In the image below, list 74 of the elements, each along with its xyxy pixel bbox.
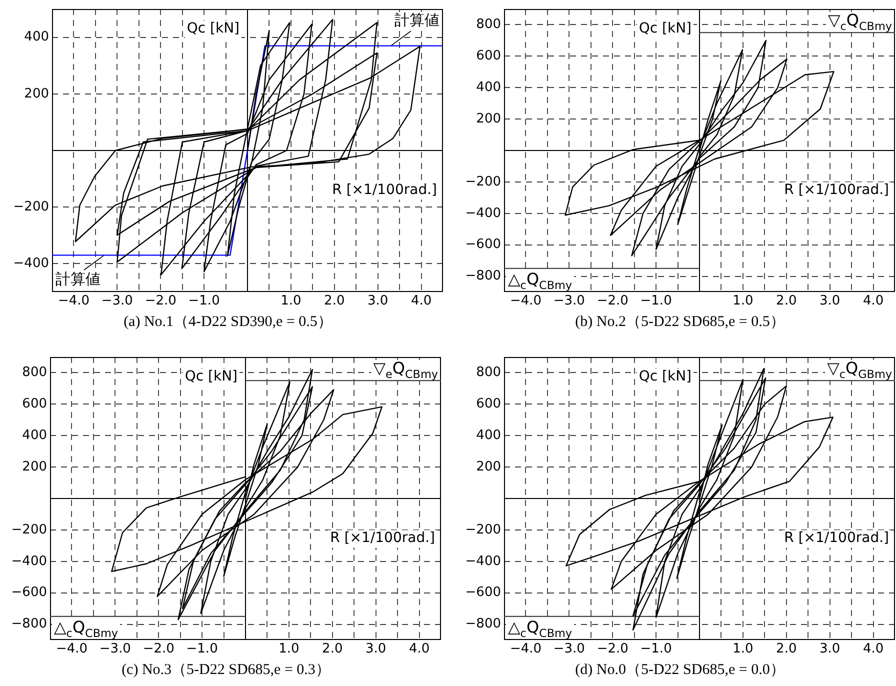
y-tick-label: 600 [22,396,48,412]
text: (b) No.2（5-D22 SD685,e = 0.5） [574,313,786,331]
x-tick-label: 1.0 [278,641,300,656]
x-axis-title: R [×1/100rad.] [784,530,890,546]
y-tick-label: 200 [22,459,48,474]
x-tick-label: 2.0 [776,293,797,308]
x-tick-label: 4.0 [862,293,884,308]
y-axis-title: Qc [kN] [638,20,692,37]
x-tick-label: 2.0 [322,641,343,656]
x-tick-label: 2.0 [776,641,797,656]
x-tick-label: 4.0 [862,641,884,656]
y-tick-label: −600 [11,585,48,600]
y-tick-label: 400 [476,428,502,443]
text: (c) No.3（5-D22 SD685,e = 0.3） [120,661,332,679]
x-tick-label: 3.0 [819,641,840,656]
x-tick-label: −2.0 [142,641,174,656]
y-tick-label: 400 [476,80,502,95]
y-tick-label: 200 [24,86,50,102]
y-tick-label: −800 [11,616,48,632]
x-axis-title: R [×1/100rad.] [330,530,436,546]
y-tick-label: −200 [465,522,502,538]
x-tick-label: −1.0 [640,293,672,308]
y-axis-title: Qc [kN] [184,368,238,385]
x-tick-label: 4.0 [408,641,430,656]
annotation: 計算値 [56,270,100,288]
x-tick-label: −1.0 [186,641,218,656]
x-tick-label: 3.0 [819,293,840,308]
x-tick-label: 1.0 [732,641,754,656]
x-tick-label: −1.0 [640,641,672,656]
y-tick-label: −800 [465,268,502,284]
y-tick-label: 200 [476,459,502,474]
x-axis-title: R [×1/100rad.] [784,182,890,198]
x-tick-label: −2.0 [596,641,628,656]
y-tick-label: 800 [476,17,502,32]
y-tick-label: −200 [11,522,48,538]
y-tick-label: 800 [22,365,48,380]
y-tick-label: −400 [465,206,502,221]
y-tick-label: −400 [465,554,502,569]
y-tick-label: −600 [465,585,502,600]
x-tick-label: 1.0 [280,293,302,308]
y-tick-label: −800 [465,616,502,632]
text: (a) No.1（4-D22 SD390,e = 0.5） [122,313,334,331]
x-tick-label: 3.0 [365,641,386,656]
y-tick-label: 400 [22,428,48,443]
x-tick-label: −2.0 [596,293,628,308]
y-tick-label: −200 [13,199,50,214]
y-tick-label: 600 [476,48,502,64]
x-tick-label: −3.0 [553,641,585,656]
x-tick-label: −3.0 [101,293,133,308]
x-tick-label: −1.0 [188,293,220,308]
x-tick-label: −4.0 [56,641,88,656]
y-tick-label: 800 [476,365,502,380]
x-tick-label: −4.0 [510,293,542,308]
x-tick-label: −3.0 [99,641,131,656]
y-tick-label: 400 [24,30,50,45]
x-tick-label: 2.0 [324,293,345,308]
y-axis-title: Qc [kN] [186,20,240,37]
y-tick-label: 600 [476,396,502,412]
x-tick-label: −2.0 [144,293,176,308]
annotation: 計算値 [394,10,440,29]
y-tick-label: 200 [476,111,502,126]
y-axis-title: Qc [kN] [638,368,692,385]
y-tick-label: −600 [465,237,502,252]
x-tick-label: −3.0 [553,293,585,308]
y-tick-label: −200 [465,174,502,190]
x-tick-label: 3.0 [367,293,388,308]
y-tick-label: −400 [11,554,48,569]
x-axis-title: R [×1/100rad.] [332,182,438,198]
y-tick-label: −400 [13,256,50,272]
x-tick-label: −4.0 [58,293,90,308]
x-tick-label: −4.0 [510,641,542,656]
x-tick-label: 4.0 [410,293,432,308]
text: (d) No.0（5-D22 SD685,e = 0.0） [574,661,786,679]
x-tick-label: 1.0 [732,293,754,308]
